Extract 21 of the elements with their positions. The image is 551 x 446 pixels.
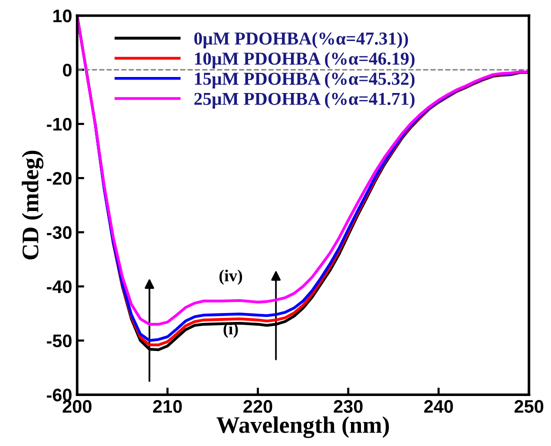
y-tick-label: 10 bbox=[53, 10, 72, 22]
y-axis-title: CD (mdeg) bbox=[22, 150, 44, 260]
y-tick-label: -10 bbox=[46, 118, 72, 131]
legend-label: 15μM PDOHBA (%α=45.32) bbox=[195, 72, 415, 89]
x-tick-label: 220 bbox=[243, 400, 272, 413]
legend-label: 10μM PDOHBA (%α=46.19) bbox=[195, 52, 415, 68]
y-tick-label: -20 bbox=[46, 172, 72, 185]
annotation: (iv) bbox=[219, 270, 242, 285]
y-tick-label: -40 bbox=[46, 280, 72, 294]
y-tick-label: -30 bbox=[46, 226, 72, 239]
legend-label: 25μM PDOHBA (%α=41.71) bbox=[194, 92, 415, 109]
x-tick-label: 250 bbox=[514, 400, 544, 413]
x-tick-label: 200 bbox=[62, 400, 92, 413]
x-tick-label: 240 bbox=[424, 400, 453, 413]
x-tick-label: 230 bbox=[334, 400, 363, 413]
legend-label: 0μM PDOHBA(%α=47.31)) bbox=[194, 32, 408, 48]
y-tick-label: -50 bbox=[46, 334, 72, 348]
y-tick-label: -60 bbox=[46, 388, 72, 402]
x-tick-label: 210 bbox=[153, 400, 182, 413]
y-tick-label: 0 bbox=[62, 64, 72, 76]
x-axis-title: Wavelength (nm) bbox=[216, 416, 389, 438]
